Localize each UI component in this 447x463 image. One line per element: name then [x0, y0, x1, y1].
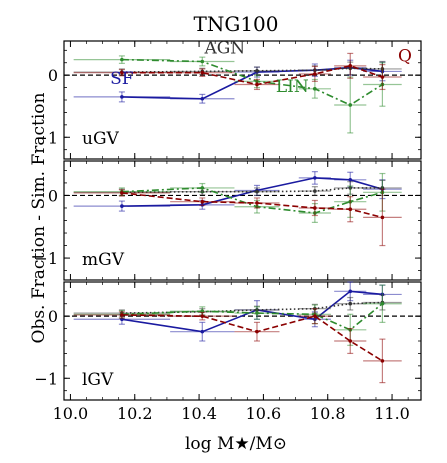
- data-point: [348, 103, 353, 107]
- series-annotation-Q: Q: [398, 46, 412, 66]
- data-point: [120, 95, 124, 99]
- data-point: [380, 215, 385, 220]
- data-point: [380, 359, 385, 363]
- data-point: [313, 176, 317, 180]
- panel-mGV: −1 0 mGV: [34, 160, 422, 281]
- x-tick-label: 10.4: [181, 404, 217, 423]
- data-point: [200, 314, 205, 318]
- data-point: [120, 204, 124, 208]
- data-point: [313, 314, 317, 318]
- series-Q: [73, 188, 402, 247]
- panel-uGV: −1 0 uGV AGN SF LIN Q: [34, 38, 422, 160]
- chart-title: TNG100: [194, 12, 279, 36]
- data-point: [120, 313, 124, 317]
- data-point: [120, 57, 124, 62]
- series-line-SF: [121, 290, 383, 333]
- data-point: [255, 311, 259, 315]
- series-line-Q: [121, 314, 383, 362]
- data-point: [348, 289, 353, 294]
- x-axis-label: log M★/M⊙: [185, 434, 287, 454]
- x-tick-label: 11.0: [374, 404, 410, 423]
- data-point: [200, 96, 205, 101]
- data-point: [200, 199, 205, 204]
- series-line-LIN: [121, 58, 383, 106]
- data-point: [380, 75, 385, 79]
- data-point: [255, 329, 259, 334]
- series-Q: [73, 52, 402, 91]
- y-tick-label: 0: [48, 66, 58, 85]
- series-Q: [73, 308, 402, 384]
- data-point: [313, 189, 317, 193]
- series-line-Q: [121, 192, 383, 219]
- data-point: [200, 59, 205, 64]
- panels-group: −1 0 uGV AGN SF LIN Q −1 0 mGV −1 0 lGV 10.0 10.2 10.4 1…: [34, 38, 422, 423]
- data-point: [348, 177, 353, 182]
- series-line-SF: [121, 177, 383, 207]
- panel-lGV: −1 0 lGV: [34, 281, 422, 401]
- series-line-AGN: [121, 301, 383, 314]
- y-tick-label: 0: [48, 186, 58, 205]
- panel-label: uGV: [82, 129, 120, 149]
- y-tick-label: 0: [48, 307, 58, 326]
- x-tick-label: 10.2: [117, 404, 153, 423]
- data-point: [313, 87, 317, 91]
- panel-label: lGV: [82, 370, 114, 390]
- data-point: [255, 82, 259, 87]
- data-point: [313, 206, 317, 210]
- series-line-Q: [121, 64, 383, 86]
- data-point: [313, 72, 317, 76]
- x-tick-label: 10.8: [310, 404, 346, 423]
- series-LIN: [73, 284, 402, 346]
- series-annotation-SF: SF: [110, 69, 134, 89]
- data-point: [255, 189, 259, 194]
- data-point: [120, 70, 124, 75]
- data-point: [200, 70, 205, 75]
- y-axis-label: Obs. Fraction - Sim. Fraction: [29, 92, 49, 343]
- series-annotation-AGN: AGN: [203, 38, 245, 58]
- data-point: [120, 191, 124, 195]
- series-line-AGN: [121, 67, 383, 73]
- data-point: [348, 339, 353, 343]
- y-tick-label: −1: [34, 369, 58, 388]
- y-tick-label: −1: [34, 128, 58, 147]
- x-tick-label: 10.6: [246, 404, 282, 423]
- y-tick-label: −1: [34, 249, 58, 268]
- data-point: [348, 207, 353, 212]
- data-point: [380, 301, 385, 306]
- series-annotation-LIN: LIN: [276, 77, 309, 97]
- panel-frame: [63, 281, 422, 401]
- series-line-AGN: [121, 187, 383, 194]
- data-point: [200, 186, 205, 190]
- data-point: [348, 301, 353, 306]
- series-line-LIN: [121, 187, 383, 214]
- data-point: [255, 201, 259, 205]
- x-tick-label: 10.0: [53, 404, 89, 423]
- panel-label: mGV: [82, 250, 125, 270]
- series-LIN: [73, 172, 402, 223]
- data-point: [200, 329, 205, 334]
- data-point: [348, 64, 353, 68]
- data-point: [255, 69, 259, 73]
